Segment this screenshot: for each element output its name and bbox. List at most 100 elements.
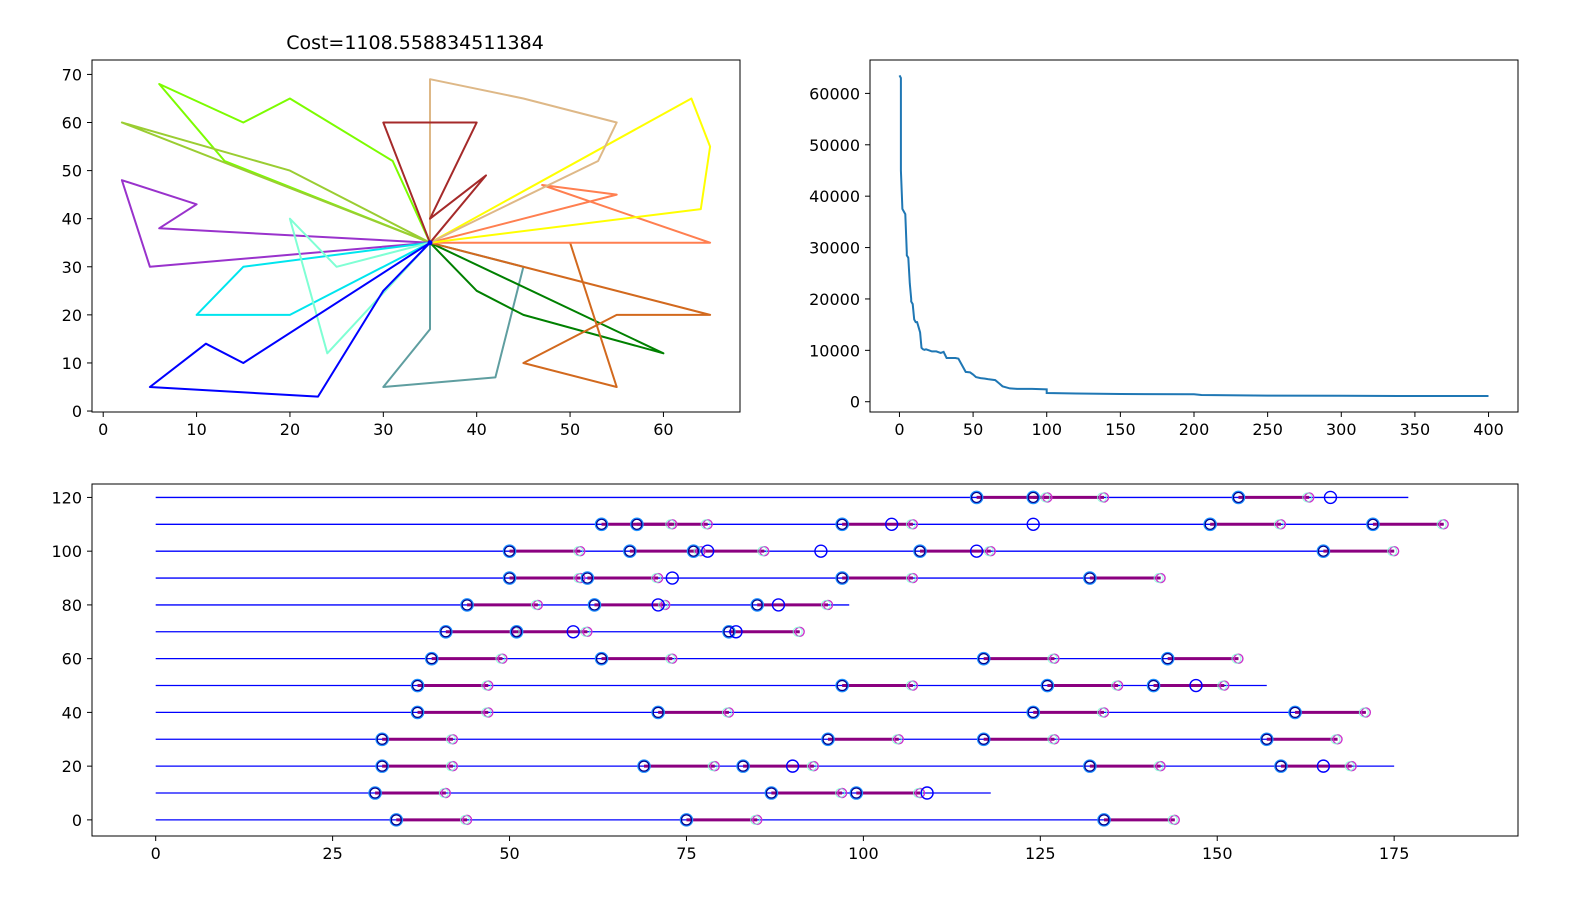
window-marker bbox=[1153, 572, 1164, 584]
arrival-marker bbox=[580, 571, 595, 585]
arrival-marker bbox=[849, 786, 864, 800]
service-start-marker bbox=[971, 491, 983, 504]
vehicle-route-2 bbox=[120, 121, 431, 244]
cost-history-x-tick-label: 0 bbox=[894, 420, 904, 439]
vehicle-route-4 bbox=[195, 241, 431, 316]
route-map-axes: 0 10 20 30 40 50 60 0 10 20 30 40 50 60 70 bbox=[62, 59, 741, 439]
service-start-marker bbox=[638, 760, 650, 772]
arrival-marker bbox=[1366, 517, 1380, 532]
arrival-marker bbox=[913, 544, 927, 558]
waypoint-marker bbox=[814, 544, 828, 558]
service-start-marker bbox=[1147, 679, 1160, 692]
service-start-marker bbox=[1098, 814, 1110, 826]
service-start-marker bbox=[1367, 518, 1379, 530]
arrival-marker bbox=[1083, 571, 1097, 585]
arrival-marker bbox=[502, 571, 517, 585]
arrival-marker bbox=[976, 651, 991, 666]
route-map-title: Cost=1108.558834511384 bbox=[286, 32, 544, 54]
cost-history-frame bbox=[869, 59, 1519, 413]
window-marker bbox=[905, 519, 916, 530]
route-map-y-tick-label: 0 bbox=[72, 402, 82, 421]
route-map-y-tick-label: 70 bbox=[62, 65, 82, 84]
service-start-marker bbox=[376, 733, 388, 745]
window-marker bbox=[792, 626, 803, 637]
window-marker bbox=[891, 734, 902, 745]
window-marker bbox=[757, 546, 768, 557]
arrival-marker bbox=[969, 490, 984, 505]
arrival-marker bbox=[1040, 678, 1055, 693]
service-start-marker bbox=[1041, 679, 1053, 692]
window-marker bbox=[1040, 492, 1051, 503]
window-marker bbox=[495, 653, 506, 664]
service-start-marker bbox=[503, 572, 516, 584]
window-marker bbox=[1273, 519, 1284, 530]
vehicle-route-13 bbox=[382, 121, 487, 244]
arrival-marker bbox=[679, 813, 694, 827]
service-start-marker bbox=[1261, 733, 1273, 745]
service-start-marker bbox=[581, 572, 593, 584]
schedule-timeline-y-tick-label: 40 bbox=[62, 703, 82, 722]
schedule-timeline-x-tick-label: 100 bbox=[848, 844, 879, 863]
route-map-x-tick-label: 50 bbox=[560, 420, 580, 439]
window-marker bbox=[806, 761, 817, 772]
schedule-timeline-x-tick-label: 75 bbox=[676, 844, 696, 863]
cost-history-y-tick-label: 40000 bbox=[809, 187, 860, 206]
routes-layer bbox=[120, 78, 712, 398]
arrival-marker bbox=[1160, 651, 1175, 666]
service-start-marker bbox=[1289, 706, 1301, 718]
arrival-marker bbox=[750, 598, 765, 612]
window-marker bbox=[1436, 519, 1447, 530]
vehicle-route-9 bbox=[429, 241, 712, 388]
route-map-x-tick-label: 40 bbox=[467, 420, 487, 439]
arrival-marker bbox=[835, 517, 849, 532]
arrival-marker bbox=[1146, 678, 1161, 693]
schedule-timeline-y-tick-label: 0 bbox=[72, 811, 82, 830]
window-marker bbox=[750, 814, 761, 825]
window-marker bbox=[530, 599, 541, 610]
service-start-marker bbox=[836, 572, 848, 584]
waypoint-marker bbox=[884, 517, 899, 532]
service-start-marker bbox=[978, 653, 990, 665]
window-marker bbox=[905, 572, 916, 584]
window-marker bbox=[912, 787, 924, 799]
service-start-marker bbox=[1027, 491, 1039, 504]
arrival-marker bbox=[1097, 813, 1111, 827]
service-start-marker bbox=[914, 545, 926, 557]
waypoint-marker bbox=[1316, 759, 1331, 773]
route-map-x-tick-label: 0 bbox=[98, 420, 108, 439]
arrival-marker bbox=[835, 571, 849, 585]
arrival-marker bbox=[976, 732, 991, 747]
vehicle-route-8 bbox=[429, 241, 665, 355]
cost-history-layer bbox=[898, 74, 1489, 397]
cost-history-y-tick-label: 60000 bbox=[809, 84, 860, 103]
window-marker bbox=[1217, 680, 1228, 691]
cost-history-y-tick-label: 30000 bbox=[809, 239, 860, 258]
arrival-marker bbox=[1026, 490, 1041, 505]
schedule-timeline-x-tick-label: 175 bbox=[1379, 844, 1410, 863]
vehicle-route-6 bbox=[148, 241, 431, 398]
arrival-marker bbox=[389, 813, 404, 827]
route-map-panel: Cost=1108.558834511384 0 10 20 30 40 50 60 0 10 2… bbox=[62, 32, 741, 439]
window-marker bbox=[1047, 653, 1058, 664]
service-start-marker bbox=[631, 518, 643, 530]
waypoint-marker bbox=[969, 544, 984, 558]
arrival-marker bbox=[410, 678, 425, 693]
waypoint-marker bbox=[729, 625, 743, 639]
cost-history-axes: 0 50 100 150 200 250 300 350 400 0 10000 20000 30000… bbox=[809, 59, 1519, 439]
arrival-marker bbox=[594, 651, 609, 666]
window-marker bbox=[905, 680, 916, 691]
arrival-marker bbox=[722, 624, 736, 639]
waypoint-marker bbox=[665, 571, 680, 585]
window-marker bbox=[445, 734, 456, 745]
arrival-marker bbox=[1203, 517, 1217, 532]
cost-history-x-tick-label: 400 bbox=[1473, 420, 1504, 439]
arrival-marker bbox=[835, 678, 849, 693]
window-marker bbox=[1302, 492, 1313, 503]
service-start-marker bbox=[737, 760, 749, 772]
schedule-timeline-x-tick-label: 125 bbox=[1025, 844, 1056, 863]
vehicle-route-12 bbox=[429, 78, 618, 244]
window-marker bbox=[445, 761, 456, 772]
arrival-marker bbox=[368, 786, 382, 800]
route-map-y-tick-label: 30 bbox=[62, 258, 82, 277]
arrival-marker bbox=[686, 544, 701, 558]
